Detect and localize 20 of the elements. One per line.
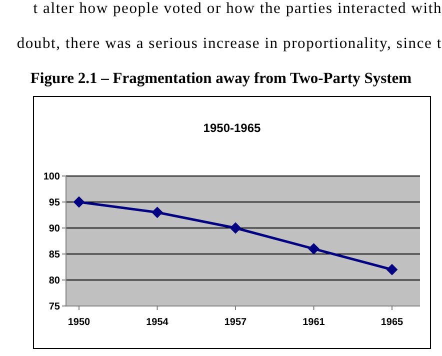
- text: t alter how people voted or how the parties interacted with: [32, 0, 442, 18]
- chart-subtitle: 1950-1965: [202, 121, 262, 135]
- point: [152, 206, 163, 218]
- y-tick-label: 100: [43, 172, 60, 183]
- point: [74, 196, 84, 208]
- x-tick-label: 1950: [68, 317, 91, 328]
- x-tick-label: 1965: [380, 317, 404, 328]
- x-tick-label: 1961: [302, 317, 326, 328]
- y-tick-label: 95: [48, 198, 60, 209]
- point: [386, 264, 398, 276]
- point: [230, 222, 241, 234]
- point: [308, 243, 320, 254]
- x-tick-label: 1954: [146, 317, 169, 328]
- y-tick-label: 75: [48, 302, 60, 313]
- y-tick-label: 85: [48, 250, 60, 261]
- x-tick-label: 1957: [224, 317, 248, 328]
- text: doubt, there was a serious increase in proportionality, since t: [16, 35, 442, 53]
- y-tick-label: 80: [48, 276, 60, 287]
- y-tick-label: 90: [48, 224, 60, 235]
- chart-title: Figure 2.1 – Fragmentation away from Two-Party System: [29, 70, 413, 88]
